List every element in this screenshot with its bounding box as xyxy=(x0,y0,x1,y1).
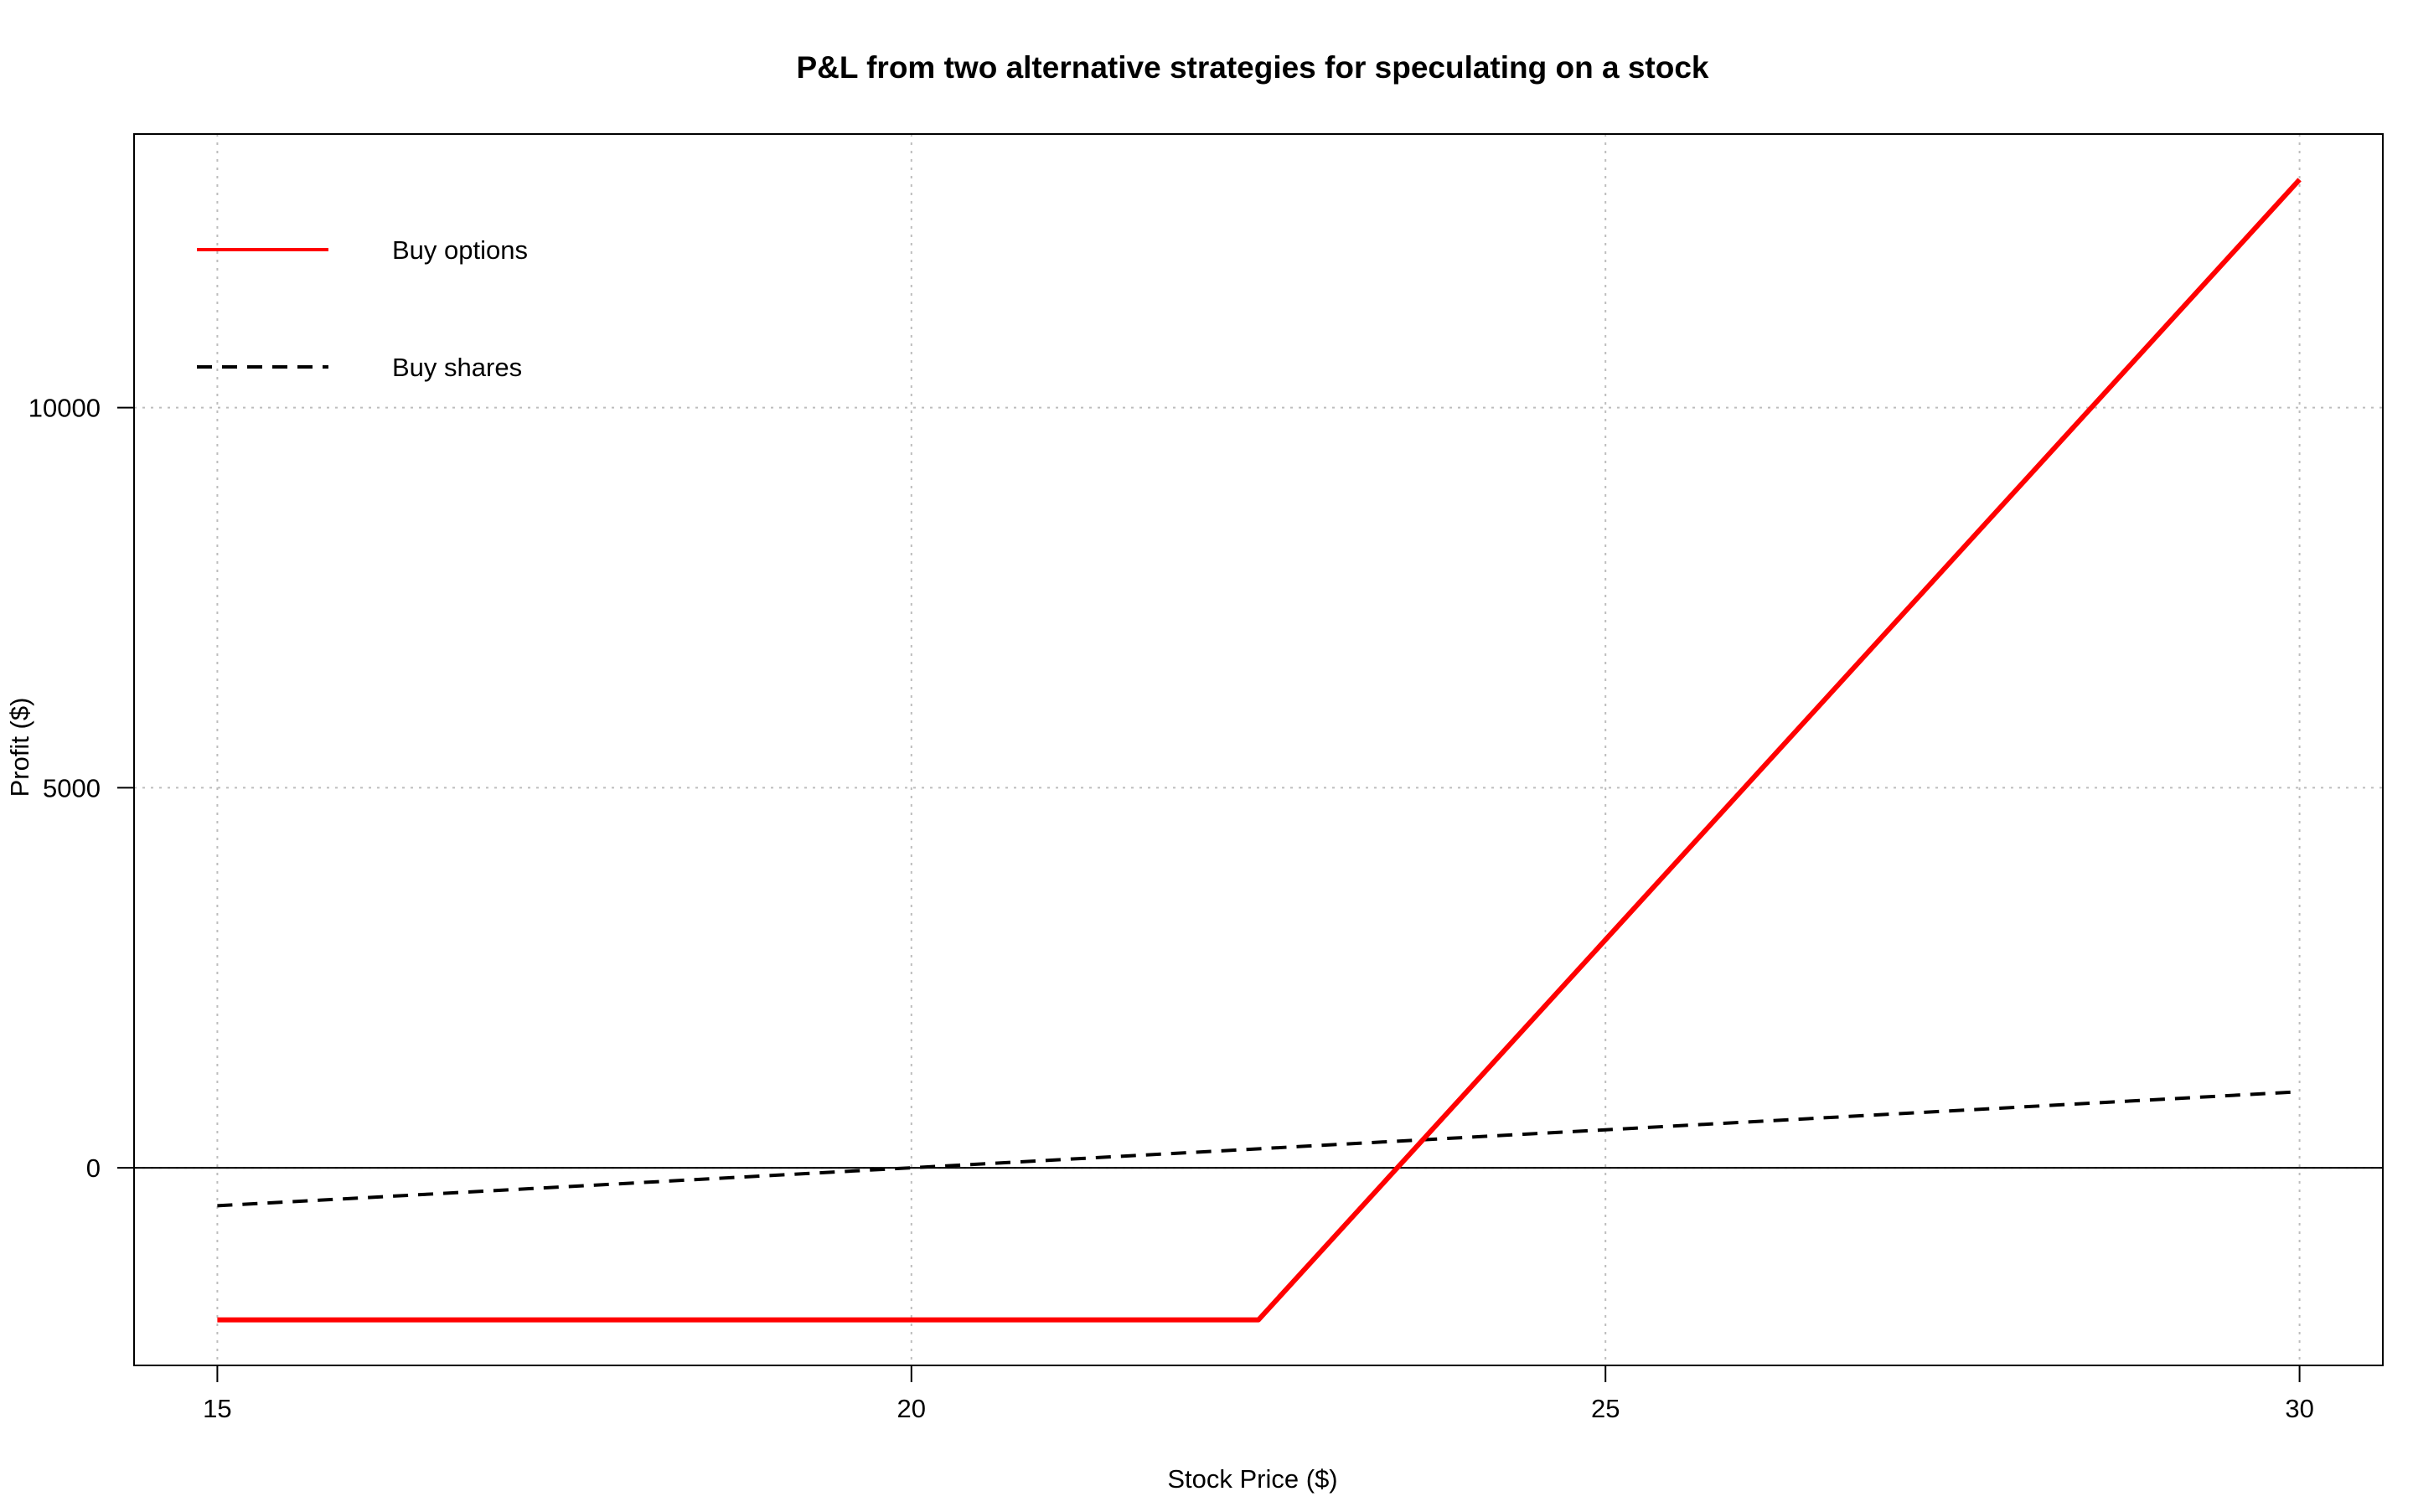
x-tick-label: 15 xyxy=(203,1394,231,1423)
legend-label-buy-options: Buy options xyxy=(392,235,528,265)
x-axis-label: Stock Price ($) xyxy=(1167,1464,1337,1494)
series-line-buy-options xyxy=(217,178,2302,1323)
x-tick-label: 20 xyxy=(897,1394,926,1423)
series-lines xyxy=(217,178,2302,1323)
chart-title: P&L from two alternative strategies for … xyxy=(796,50,1708,85)
series-line-buy-shares xyxy=(217,1090,2300,1208)
y-tick-label: 0 xyxy=(86,1153,101,1183)
y-tick-label: 10000 xyxy=(28,394,101,423)
x-tick-label: 25 xyxy=(1591,1394,1620,1423)
plot-frame xyxy=(133,133,2384,1366)
x-axis: 15 20 25 30 xyxy=(203,1365,2314,1423)
y-axis-label: Profit ($) xyxy=(5,698,34,797)
x-tick-label: 30 xyxy=(2285,1394,2313,1423)
y-axis: 0 5000 10000 xyxy=(28,394,134,1183)
y-tick-label: 5000 xyxy=(43,773,101,802)
legend-label-buy-shares: Buy shares xyxy=(392,353,522,382)
legend: Buy options Buy shares xyxy=(197,235,528,382)
